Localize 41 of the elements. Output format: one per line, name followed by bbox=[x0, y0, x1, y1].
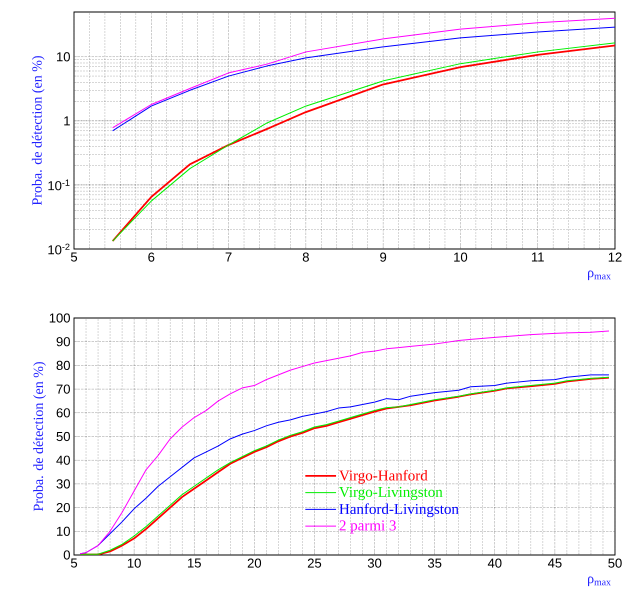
x-tick-label: 5 bbox=[70, 252, 78, 262]
y-tick-label: 60 bbox=[56, 408, 70, 418]
y-tick-label: 10 bbox=[57, 526, 70, 536]
x-tick-label: 25 bbox=[308, 558, 322, 568]
x-tick-label: 45 bbox=[548, 558, 562, 568]
x-tick-label: 50 bbox=[608, 558, 622, 568]
x-tick-label: 12 bbox=[608, 252, 622, 262]
y-tick-label: 10$^{-2}$ bbox=[48, 244, 70, 254]
y-tick-label: 0 bbox=[64, 550, 70, 560]
y-tick-label: 90 bbox=[56, 337, 70, 346]
x-tick-label: 40 bbox=[488, 558, 502, 568]
x-axis-title: ρ$_{max}$ bbox=[588, 270, 611, 280]
legend-label: Virgo-Livingston bbox=[339, 486, 443, 500]
legend-label: Hanford-Livingston bbox=[339, 503, 459, 518]
x-axis-title: ρ$_{max}$ bbox=[588, 576, 611, 586]
x-tick-label: 10 bbox=[128, 558, 141, 568]
y-tick-label: 50 bbox=[56, 432, 70, 442]
y-axis-title: Proba. de détection (en %) bbox=[33, 362, 46, 512]
x-tick-label: 30 bbox=[368, 558, 382, 568]
y-tick-label: 10 bbox=[57, 52, 70, 62]
y-tick-label: 70 bbox=[56, 384, 70, 394]
y-tick-label: 10$^{-1}$ bbox=[48, 180, 70, 190]
legend-label: Virgo-Hanford bbox=[339, 470, 428, 484]
y-tick-label: 100 bbox=[50, 313, 70, 323]
x-tick-label: 8 bbox=[302, 252, 309, 262]
x-tick-label: 7 bbox=[226, 252, 232, 262]
y-tick-label: 20 bbox=[56, 502, 70, 512]
x-tick-label: 5 bbox=[70, 558, 78, 568]
x-tick-label: 20 bbox=[248, 558, 262, 568]
y-tick-label: 30 bbox=[56, 479, 70, 488]
y-tick-label: 40 bbox=[56, 456, 70, 465]
y-axis-title: Proba. de détection (en %) bbox=[32, 56, 45, 206]
x-tick-label: 6 bbox=[148, 252, 154, 262]
x-tick-label: 35 bbox=[428, 558, 442, 568]
x-tick-label: 10 bbox=[454, 252, 468, 262]
x-tick-label: 15 bbox=[188, 558, 201, 568]
x-tick-label: 9 bbox=[380, 252, 386, 262]
y-tick-label: 80 bbox=[56, 360, 70, 370]
y-tick-label: 1 bbox=[64, 116, 70, 126]
x-tick-label: 11 bbox=[532, 252, 544, 262]
legend-label: 2 parmi 3 bbox=[340, 520, 396, 534]
